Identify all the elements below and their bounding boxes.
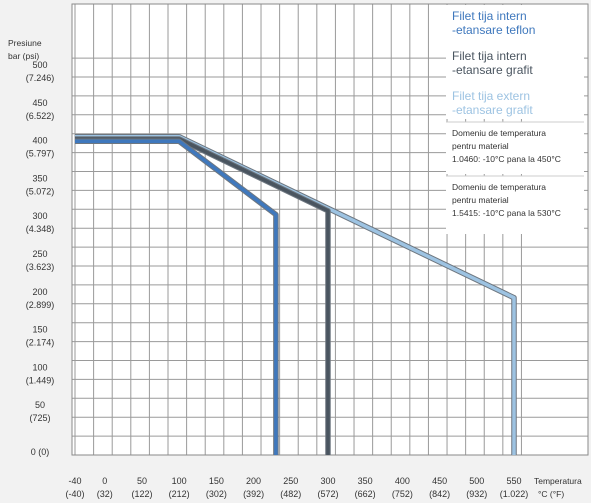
x-axis-title: Temperatura °C (°F) [534, 476, 584, 499]
x-tick-label: 550 [506, 476, 521, 486]
x-tick-sublabel: (302) [206, 489, 227, 499]
x-tick-sublabel: (32) [97, 489, 113, 499]
x-axis-title-line-1: Temperatura [534, 476, 582, 486]
legend-grafit-intern-line-2: -etansare grafit [452, 63, 533, 77]
x-tick-sublabel: (-40) [65, 489, 84, 499]
x-tick-sublabel: (932) [466, 489, 487, 499]
legend-grafit-intern-line-1: Filet tija intern [452, 49, 527, 63]
y-tick-sublabel: (2.174) [26, 338, 55, 348]
y-tick-label: 200 [32, 287, 47, 297]
material-note-1-box [446, 122, 584, 174]
y-tick-label: 50 [35, 400, 45, 410]
note-1-line-1: Domeniu de temperatura [452, 128, 546, 138]
x-tick-sublabel: (842) [429, 489, 450, 499]
x-tick-sublabel: (1.022) [500, 489, 529, 499]
series-lines [74, 133, 517, 456]
y-tick-label: 500 [32, 60, 47, 70]
legend-box [446, 5, 584, 119]
y-tick-label: 150 [32, 325, 47, 335]
y-tick-label: 250 [32, 249, 47, 259]
note-2-line-2: pentru material [452, 195, 509, 205]
x-tick-label: 0 [102, 476, 107, 486]
legend-item-teflon: Filet tija intern -etansare teflon [452, 9, 535, 37]
y-tick-label: 350 [32, 173, 47, 183]
legend-grafit-extern-line-1: Filet tija extern [452, 89, 530, 103]
note-2-line-1: Domeniu de temperatura [452, 182, 546, 192]
series-line-0 [75, 139, 278, 455]
legend-grafit-extern-line-2: -etansare grafit [452, 103, 533, 117]
x-tick-label: 300 [320, 476, 335, 486]
x-tick-sublabel: (392) [243, 489, 264, 499]
x-tick-label: 400 [395, 476, 410, 486]
legend-teflon-line-1: Filet tija intern [452, 9, 527, 23]
y-tick-sublabel: (4.348) [26, 224, 55, 234]
material-note-2-box [446, 176, 584, 234]
x-tick-label: 50 [137, 476, 147, 486]
x-tick-label: 250 [283, 476, 298, 486]
material-note-2-text: Domeniu de temperatura pentru material 1… [452, 182, 561, 218]
x-tick-label: 350 [358, 476, 373, 486]
y-tick-label: 400 [32, 136, 47, 146]
y-axis-title-line-2: bar (psi) [8, 51, 39, 61]
material-note-2: Domeniu de temperatura pentru material 1… [446, 175, 584, 234]
y-tick-sublabel: (725) [29, 413, 50, 423]
note-1-line-3: 1.0460: -10°C pana la 450°C [452, 154, 561, 164]
y-tick-label: 0 (0) [31, 447, 50, 457]
x-tick-label: 500 [469, 476, 484, 486]
x-axis-title-line-2: °C (°F) [538, 489, 564, 499]
material-note-1-text: Domeniu de temperatura pentru material 1… [452, 128, 561, 164]
y-axis-title-line-1: Presiune [8, 38, 42, 48]
y-tick-sublabel: (5.072) [26, 186, 55, 196]
x-tick-label: -40 [68, 476, 81, 486]
y-tick-sublabel: (5.797) [26, 149, 55, 159]
y-tick-sublabel: (1.449) [26, 375, 55, 385]
x-tick-sublabel: (572) [317, 489, 338, 499]
y-tick-sublabel: (7.246) [26, 73, 55, 83]
x-tick-label: 450 [432, 476, 447, 486]
legend-item-grafit-extern: Filet tija extern -etansare grafit [452, 89, 533, 117]
legend: Filet tija intern -etansare teflon Filet… [446, 5, 584, 119]
x-tick-labels: -40 (-40) 0 (32) 50 (122) 100 (212) 150 (302) 200 (… [65, 476, 528, 499]
y-tick-sublabel: (3.623) [26, 262, 55, 272]
y-tick-label: 300 [32, 211, 47, 221]
note-2-line-3: 1.5415: -10°C pana la 530°C [452, 208, 561, 218]
x-tick-label: 100 [172, 476, 187, 486]
legend-teflon-line-2: -etansare teflon [452, 23, 535, 37]
x-tick-label: 200 [246, 476, 261, 486]
x-tick-sublabel: (122) [131, 489, 152, 499]
note-1-line-2: pentru material [452, 141, 509, 151]
y-tick-label: 450 [32, 98, 47, 108]
y-tick-labels: 0 (0) 50 (725) 100 (1.449) 150 (2.174) 200 (2.89… [26, 60, 55, 457]
y-tick-sublabel: (6.522) [26, 111, 55, 121]
y-tick-label: 100 [32, 362, 47, 372]
x-tick-sublabel: (212) [169, 489, 190, 499]
x-tick-sublabel: (662) [355, 489, 376, 499]
material-note-1: Domeniu de temperatura pentru material 1… [446, 121, 584, 174]
legend-item-grafit-intern: Filet tija intern -etansare grafit [452, 49, 533, 77]
x-tick-sublabel: (752) [392, 489, 413, 499]
y-axis-title: Presiune bar (psi) [8, 38, 44, 61]
x-tick-label: 150 [209, 476, 224, 486]
y-tick-sublabel: (2.899) [26, 300, 55, 310]
x-tick-sublabel: (482) [280, 489, 301, 499]
